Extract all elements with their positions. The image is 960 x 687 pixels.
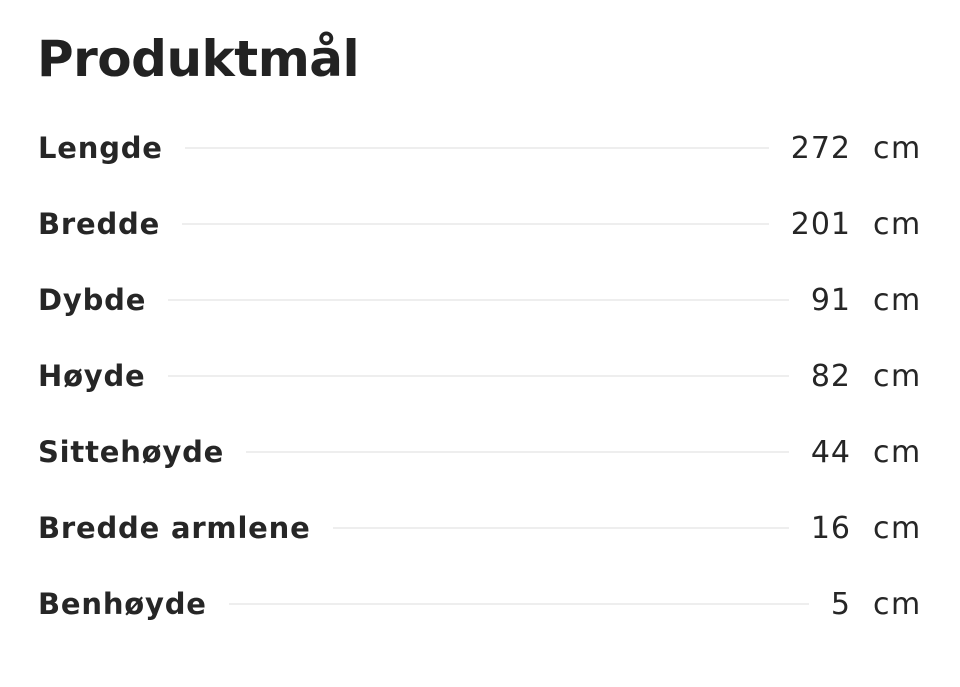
page-title: Produktmål [37,30,360,88]
dimension-value: 5 [830,586,851,622]
dimension-label: Høyde [38,359,146,393]
dimension-unit: cm [873,586,922,622]
dimension-value: 82 [810,358,851,394]
dimension-row-bredde-armlene: Bredde armlene 16 cm [38,490,923,566]
dimension-row-bredde: Bredde 201 cm [38,186,923,262]
dimension-value: 91 [810,282,851,318]
dimension-label: Sittehøyde [38,435,225,469]
dimension-label: Benhøyde [38,587,207,621]
dimension-row-benhoyde: Benhøyde 5 cm [38,566,923,642]
dimension-unit: cm [873,434,922,470]
dimension-unit: cm [873,358,922,394]
divider-line [184,147,769,149]
dimension-row-hoyde: Høyde 82 cm [38,338,923,414]
dimension-label: Bredde armlene [38,511,311,545]
dimension-unit: cm [873,206,922,242]
dimension-unit: cm [873,130,922,166]
dimension-row-lengde: Lengde 272 cm [38,110,923,186]
divider-line [246,451,789,453]
dimension-label: Lengde [38,131,163,165]
dimension-label: Bredde [38,207,161,241]
divider-line [168,299,789,301]
dimension-unit: cm [873,510,922,546]
dimension-label: Dybde [38,283,147,317]
dimension-unit: cm [873,282,922,318]
dimension-value: 44 [810,434,851,470]
dimension-value: 272 [790,130,851,166]
dimension-value: 16 [810,510,851,546]
dimension-row-dybde: Dybde 91 cm [38,262,923,338]
divider-line [332,527,789,529]
divider-line [228,603,809,605]
divider-line [182,223,769,225]
dimension-value: 201 [790,206,851,242]
dimension-row-sittehoyde: Sittehøyde 44 cm [38,414,923,490]
dimensions-list: Lengde 272 cm Bredde 201 cm Dybde 91 cm … [38,110,923,642]
divider-line [167,375,789,377]
